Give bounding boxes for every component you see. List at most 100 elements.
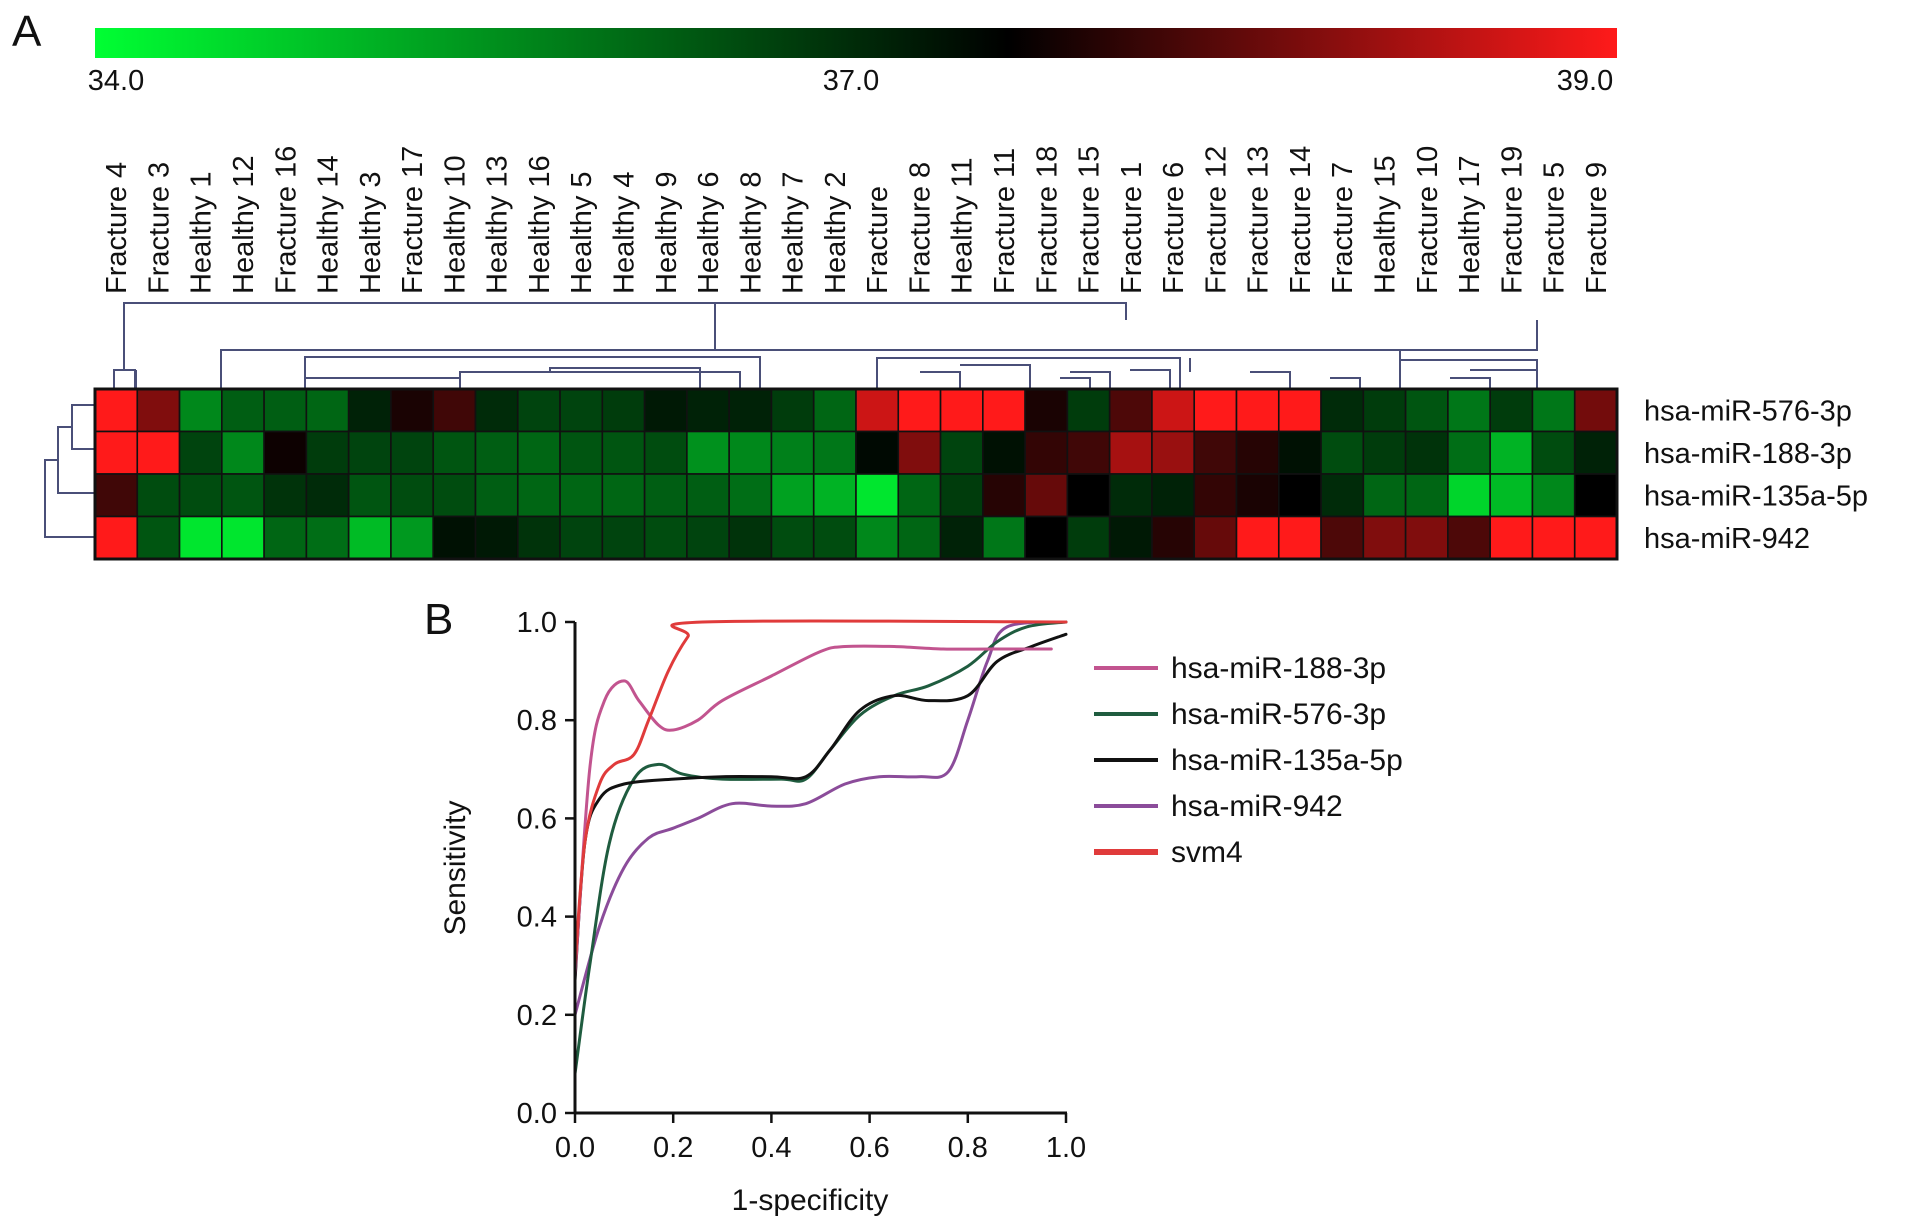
column-label: Healthy 11 [947, 158, 979, 295]
row-dendrogram [44, 404, 95, 538]
heatmap-cell [516, 388, 561, 433]
heatmap-cells [94, 388, 1618, 560]
heatmap-frame [93, 387, 1619, 561]
colorbar-mid-label: 37.0 [823, 65, 879, 97]
heatmap-cell [1573, 515, 1618, 560]
heatmap-cell [939, 430, 984, 475]
y-tick-label: 0.4 [517, 902, 557, 934]
heatmap-cell [1193, 388, 1238, 433]
heatmap-cell [263, 515, 308, 560]
heatmap-cell [559, 515, 604, 560]
heatmap-cell [728, 515, 773, 560]
heatmap [93, 387, 1619, 561]
column-label: Fracture 14 [1285, 146, 1317, 294]
heatmap-cell [432, 388, 477, 433]
heatmap-cell [516, 515, 561, 560]
legend-label: hsa-miR-942 [1171, 790, 1343, 823]
heatmap-cell [94, 473, 139, 518]
column-label: Fracture [862, 186, 894, 294]
heatmap-cell [1024, 430, 1069, 475]
column-label: Fracture 13 [1243, 146, 1275, 294]
x-tick-label: 0.2 [653, 1132, 693, 1164]
column-label: Fracture 6 [1158, 162, 1190, 294]
heatmap-cell [982, 388, 1026, 433]
heatmap-cell [601, 430, 646, 475]
heatmap-cell [1447, 473, 1491, 518]
heatmap-cell [1573, 388, 1618, 433]
heatmap-cell [770, 473, 815, 518]
heatmap-cell [347, 515, 392, 560]
colorbar-gradient [95, 28, 1617, 58]
heatmap-cell [1404, 515, 1449, 560]
column-label: Fracture 10 [1412, 146, 1444, 294]
roc-curve-hsa-mir-135a-5p [573, 632, 1068, 982]
heatmap-cell [1066, 473, 1111, 518]
x-tick-label: 0.4 [751, 1132, 791, 1164]
heatmap-cell [1447, 430, 1491, 475]
heatmap-cell [1193, 515, 1238, 560]
heatmap-cell [1320, 388, 1365, 433]
column-label: Healthy 7 [778, 171, 810, 294]
column-label: Healthy 16 [524, 155, 556, 294]
y-tick-label: 0.0 [517, 1098, 557, 1130]
y-tick-label: 0.6 [517, 803, 557, 835]
heatmap-cell [178, 473, 223, 518]
x-axis-ticks: 0.0 0.2 0.4 0.6 0.8 1.0 [555, 1113, 1086, 1164]
heatmap-cell [1277, 388, 1322, 433]
heatmap-cell [305, 515, 350, 560]
heatmap-cell [1235, 388, 1280, 433]
panel-a-label: A [12, 7, 42, 56]
heatmap-cell [601, 388, 646, 433]
heatmap-cell [643, 430, 688, 475]
heatmap-cell [812, 388, 857, 433]
x-tick-label: 0.0 [555, 1132, 595, 1164]
column-label: Fracture 12 [1200, 146, 1232, 294]
heatmap-cell [982, 430, 1026, 475]
column-label: Healthy 1 [186, 171, 218, 294]
heatmap-cell [305, 388, 350, 433]
heatmap-cell [1108, 515, 1153, 560]
heatmap-cell [474, 473, 519, 518]
y-tick-label: 1.0 [517, 607, 557, 639]
heatmap-cell [1235, 430, 1280, 475]
heatmap-cell [221, 515, 265, 560]
heatmap-cell [1320, 430, 1365, 475]
heatmap-cell [559, 388, 604, 433]
heatmap-cell [686, 515, 730, 560]
heatmap-cell [1320, 473, 1365, 518]
heatmap-cell [136, 430, 181, 475]
column-label: Fracture 15 [1074, 146, 1106, 294]
x-tick-label: 1.0 [1046, 1132, 1086, 1164]
heatmap-cell [347, 430, 392, 475]
heatmap-cell [1024, 473, 1069, 518]
heatmap-cell [1362, 515, 1407, 560]
heatmap-cell [390, 388, 435, 433]
heatmap-cell [897, 515, 942, 560]
row-label: hsa-miR-942 [1644, 523, 1810, 555]
heatmap-cell [136, 388, 181, 433]
heatmap-cell [221, 473, 265, 518]
heatmap-cell [812, 430, 857, 475]
legend-label: svm4 [1171, 836, 1243, 869]
roc-curve-hsa-mir-188-3p [573, 644, 1053, 977]
legend-label: hsa-miR-576-3p [1171, 698, 1386, 731]
column-label: Healthy 10 [439, 155, 471, 294]
row-label: hsa-miR-188-3p [1644, 438, 1852, 470]
heatmap-cell [432, 430, 477, 475]
row-dendrogram-branches [44, 404, 95, 538]
heatmap-cell [643, 515, 688, 560]
heatmap-cell [855, 388, 900, 433]
heatmap-cell [390, 515, 435, 560]
heatmap-cell [1108, 388, 1153, 433]
column-label: Healthy 6 [693, 171, 725, 294]
heatmap-cell [855, 430, 900, 475]
heatmap-cell [1489, 388, 1534, 433]
roc-curve-hsa-mir-942 [573, 620, 1068, 1017]
heatmap-cell [1447, 388, 1491, 433]
column-label: Fracture 18 [1031, 146, 1063, 294]
column-label: Healthy 5 [566, 171, 598, 294]
column-label: Fracture 9 [1581, 162, 1613, 294]
heatmap-cell [94, 430, 139, 475]
column-label: Healthy 13 [482, 155, 514, 294]
